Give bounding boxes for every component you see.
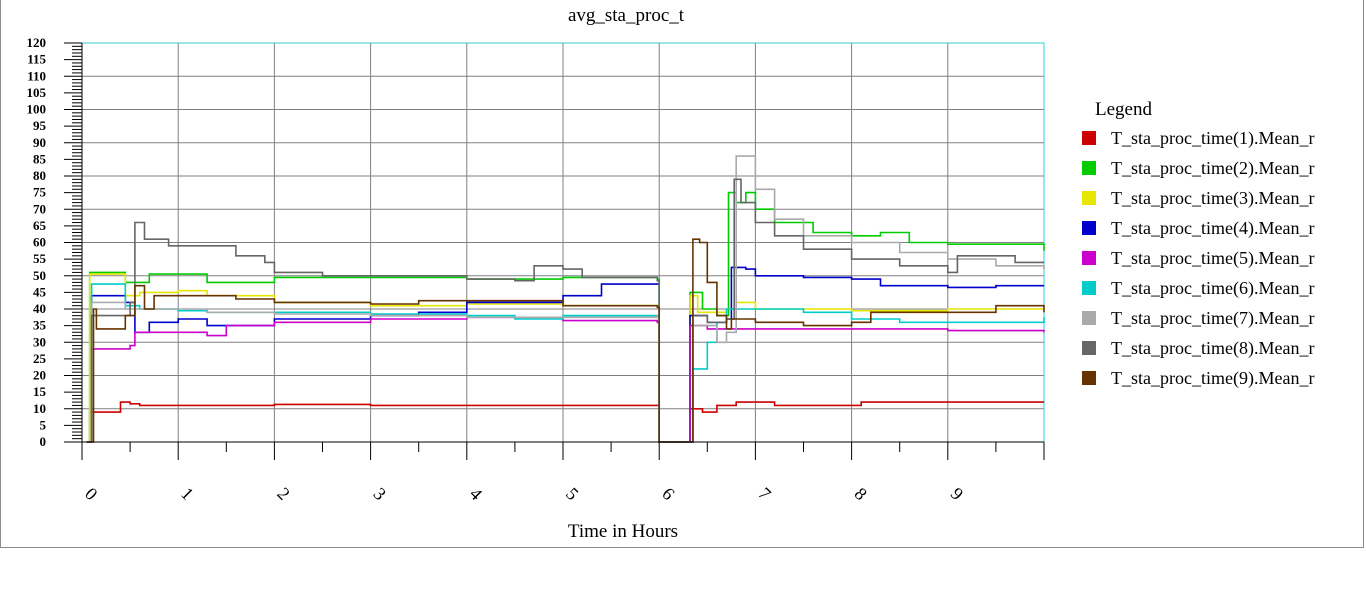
x-axis-label: Time in Hours [568,521,678,542]
legend-label-2: T_sta_proc_time(2).Mean_r [1111,158,1314,179]
y-tick-label: 65 [33,218,47,233]
legend-swatch-5 [1082,251,1096,265]
y-tick-label: 80 [33,168,46,183]
y-tick-label: 20 [33,368,46,383]
chart-title: avg_sta_proc_t [568,5,685,26]
y-tick-label: 110 [27,68,46,83]
legend-label-6: T_sta_proc_time(6).Mean_r [1111,278,1314,299]
y-tick-label: 45 [33,284,47,299]
x-tick-label: 6 [658,484,679,505]
legend-swatch-4 [1082,221,1096,235]
legend-label-4: T_sta_proc_time(4).Mean_r [1111,218,1314,239]
legend-title: Legend [1095,99,1152,120]
x-tick-label: 3 [370,484,391,505]
x-tick-label: 9 [947,484,968,505]
legend-label-7: T_sta_proc_time(7).Mean_r [1111,308,1314,329]
y-tick-label: 95 [33,118,47,133]
y-tick-label: 105 [27,85,47,100]
legend: Legend T_sta_proc_time(1).Mean_r T_sta_pr… [1082,99,1314,389]
legend-label-1: T_sta_proc_time(1).Mean_r [1111,128,1314,149]
legend-swatch-6 [1082,281,1096,295]
legend-swatch-1 [1082,131,1096,145]
x-tick-label: 8 [851,484,872,505]
legend-label-5: T_sta_proc_time(5).Mean_r [1111,248,1314,269]
x-tick-label: 7 [754,484,775,505]
y-tick-label: 0 [40,434,47,449]
y-tick-label: 10 [33,401,46,416]
legend-label-8: T_sta_proc_time(8).Mean_r [1111,338,1314,359]
y-tick-label: 25 [33,351,47,366]
legend-swatch-8 [1082,341,1096,355]
series-line-9 [86,238,1045,443]
legend-swatch-7 [1082,311,1096,325]
series-line-1 [86,401,1044,443]
series-line-7 [86,155,1045,443]
series-line-8 [86,178,1044,443]
x-tick-label: 4 [466,484,487,505]
x-tick-label: 5 [562,484,583,505]
y-tick-label: 50 [33,268,46,283]
series-line-4 [86,266,1044,443]
legend-swatch-9 [1082,371,1096,385]
y-tick-label: 60 [33,235,46,250]
y-tick-label: 5 [40,417,47,432]
series-line-2 [86,191,1045,443]
series-layer [86,155,1045,443]
y-tick-label: 70 [33,201,46,216]
y-tick-label: 15 [33,384,47,399]
y-tick-label: 30 [33,334,46,349]
legend-label-9: T_sta_proc_time(9).Mean_r [1111,368,1314,389]
legend-label-3: T_sta_proc_time(3).Mean_r [1111,188,1314,209]
y-tick-label: 100 [27,102,47,117]
y-tick-label: 85 [33,151,47,166]
x-tick-label: 1 [177,484,198,505]
y-tick-label: 75 [33,185,47,200]
y-tick-label: 90 [33,135,46,150]
chart-frame [0,0,1364,548]
y-tick-label: 35 [33,318,47,333]
x-tick-label: 2 [273,484,294,505]
y-tick-label: 120 [27,35,47,50]
y-tick-label: 40 [33,301,46,316]
legend-swatch-3 [1082,191,1096,205]
x-tick-label: 0 [81,484,102,505]
y-tick-label: 115 [27,52,46,67]
y-tick-label: 55 [33,251,47,266]
legend-swatch-2 [1082,161,1096,175]
